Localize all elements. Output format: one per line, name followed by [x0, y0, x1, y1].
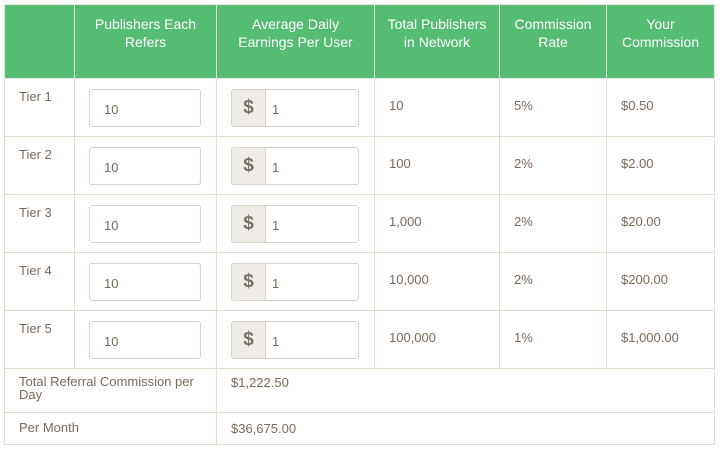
monthly-total-value: $36,675.00	[216, 412, 715, 445]
daily-earnings-input[interactable]: $ 1	[231, 89, 359, 127]
tier-row: Tier 2 10 $ 1 100 2% $2.00	[4, 136, 715, 195]
daily-earnings-value[interactable]: 1	[272, 160, 280, 175]
publishers-refers-input[interactable]: 10	[89, 263, 201, 301]
tier-label: Tier 2	[4, 136, 75, 195]
daily-total-label: Total Referral Commission per Day	[4, 368, 217, 413]
tier-row: Tier 1 10 $ 1 10 5% $0.50	[4, 78, 715, 137]
daily-earnings-value[interactable]: 1	[272, 276, 280, 291]
tier-label: Tier 4	[4, 252, 75, 311]
daily-earnings-value[interactable]: 1	[272, 334, 280, 349]
daily-total-row: Total Referral Commission per Day $1,222…	[4, 368, 715, 413]
header-tier	[4, 4, 75, 79]
dollar-icon: $	[232, 206, 266, 242]
dollar-icon: $	[232, 90, 266, 126]
daily-earnings-value[interactable]: 1	[272, 102, 280, 117]
publishers-refers-input[interactable]: 10	[89, 147, 201, 185]
commission-rate-value: 2%	[499, 252, 607, 311]
commission-rate-value: 2%	[499, 194, 607, 253]
tier-row: Tier 5 10 $ 1 100,000 1% $1,000.00	[4, 310, 715, 369]
monthly-total-label: Per Month	[4, 412, 217, 445]
your-commission-value: $200.00	[606, 252, 715, 311]
commission-rate-value: 1%	[499, 310, 607, 369]
daily-earnings-input[interactable]: $ 1	[231, 147, 359, 185]
tier-label: Tier 5	[4, 310, 75, 369]
tier-label: Tier 1	[4, 78, 75, 137]
your-commission-value: $1,000.00	[606, 310, 715, 369]
commission-rate-value: 2%	[499, 136, 607, 195]
header-total-publishers: Total Publishers in Network	[374, 4, 500, 79]
commission-rate-value: 5%	[499, 78, 607, 137]
monthly-total-row: Per Month $36,675.00	[4, 412, 715, 445]
your-commission-value: $0.50	[606, 78, 715, 137]
header-your-commission: Your Commission	[606, 4, 715, 79]
daily-earnings-value[interactable]: 1	[272, 218, 280, 233]
daily-earnings-input[interactable]: $ 1	[231, 205, 359, 243]
publishers-refers-input[interactable]: 10	[89, 89, 201, 127]
total-publishers-value: 100	[374, 136, 500, 195]
dollar-icon: $	[232, 148, 266, 184]
publishers-refers-input[interactable]: 10	[89, 205, 201, 243]
header-publishers-each-refers: Publishers Each Refers	[74, 4, 217, 79]
header-commission-rate: Commission Rate	[499, 4, 607, 79]
total-publishers-value: 10,000	[374, 252, 500, 311]
dollar-icon: $	[232, 264, 266, 300]
tier-label: Tier 3	[4, 194, 75, 253]
commission-calculator-table: Publishers Each Refers Average Daily Ear…	[4, 4, 715, 445]
total-publishers-value: 10	[374, 78, 500, 137]
daily-earnings-input[interactable]: $ 1	[231, 321, 359, 359]
total-publishers-value: 1,000	[374, 194, 500, 253]
dollar-icon: $	[232, 322, 266, 358]
header-row: Publishers Each Refers Average Daily Ear…	[4, 4, 715, 79]
header-average-daily-earnings: Average Daily Earnings Per User	[216, 4, 375, 79]
publishers-refers-input[interactable]: 10	[89, 321, 201, 359]
total-publishers-value: 100,000	[374, 310, 500, 369]
your-commission-value: $2.00	[606, 136, 715, 195]
your-commission-value: $20.00	[606, 194, 715, 253]
daily-total-value: $1,222.50	[216, 368, 715, 413]
tier-row: Tier 4 10 $ 1 10,000 2% $200.00	[4, 252, 715, 311]
daily-earnings-input[interactable]: $ 1	[231, 263, 359, 301]
tier-row: Tier 3 10 $ 1 1,000 2% $20.00	[4, 194, 715, 253]
